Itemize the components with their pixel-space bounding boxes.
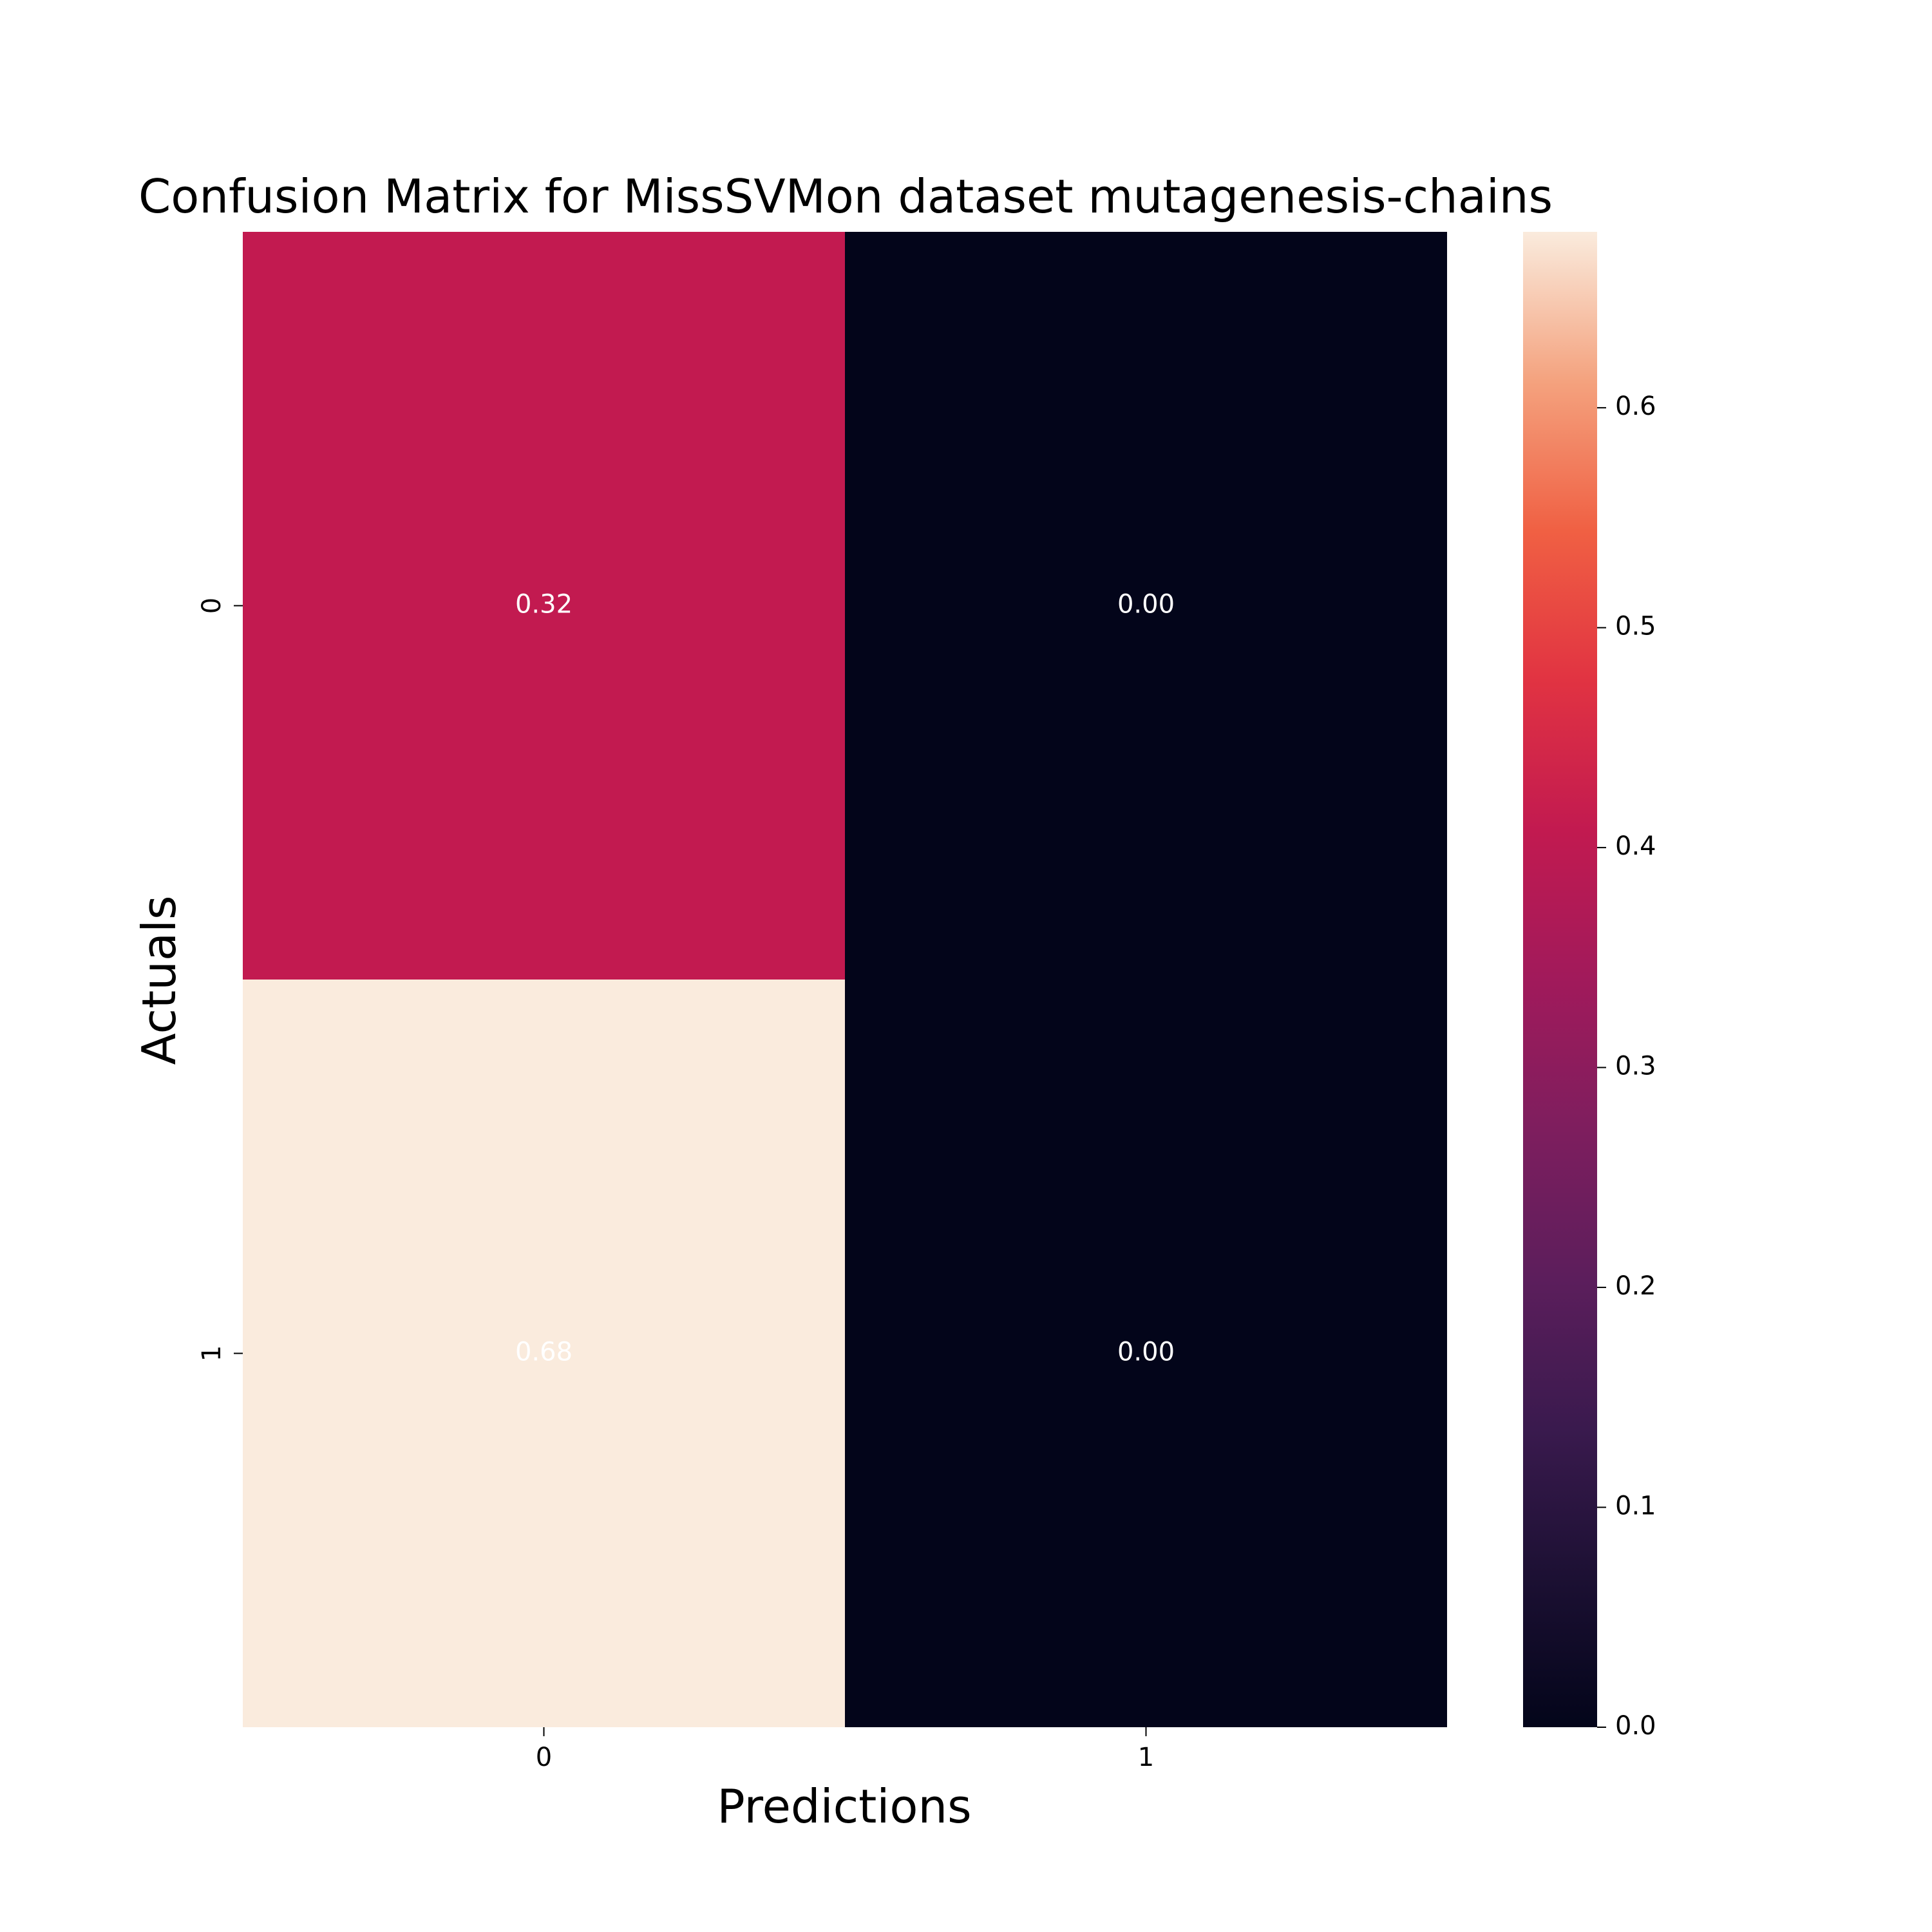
- heatmap-cell: [845, 232, 1447, 980]
- x-tick-label: 1: [1138, 1743, 1154, 1772]
- colorbar-tick-label: 0.5: [1615, 612, 1656, 641]
- heatmap-cell: [243, 980, 845, 1727]
- x-tick-label: 0: [536, 1743, 552, 1772]
- heatmap-cell: [243, 232, 845, 980]
- colorbar-tick-label: 0.0: [1615, 1711, 1656, 1741]
- heatmap-cells: [243, 232, 1447, 1727]
- cell-annotation: 0.00: [1117, 1338, 1175, 1367]
- cell-annotation: 0.68: [515, 1338, 573, 1367]
- colorbar-tick-label: 0.4: [1615, 831, 1656, 861]
- colorbar-ticks: 0.0 0.1 0.2 0.3 0.4 0.5 0.6: [1597, 392, 1656, 1741]
- colorbar-tick-label: 0.1: [1615, 1492, 1656, 1521]
- y-axis-label: Actuals: [132, 895, 186, 1065]
- heatmap-annotations: 0.32 0.00 0.68 0.00: [515, 590, 1175, 1367]
- chart-title: Confusion Matrix for MissSVMon dataset m…: [138, 169, 1553, 223]
- y-tick-label: 0: [197, 598, 227, 614]
- colorbar-tick-label: 0.6: [1615, 392, 1656, 421]
- colorbar: [1523, 232, 1597, 1727]
- y-tick-label: 1: [197, 1345, 227, 1361]
- cell-annotation: 0.32: [515, 590, 573, 620]
- y-axis-ticks: 01: [197, 598, 243, 1361]
- cell-annotation: 0.00: [1117, 590, 1175, 620]
- x-axis-label: Predictions: [717, 1779, 971, 1833]
- heatmap-cell: [845, 980, 1447, 1727]
- colorbar-tick-label: 0.3: [1615, 1052, 1656, 1081]
- colorbar-tick-label: 0.2: [1615, 1271, 1656, 1301]
